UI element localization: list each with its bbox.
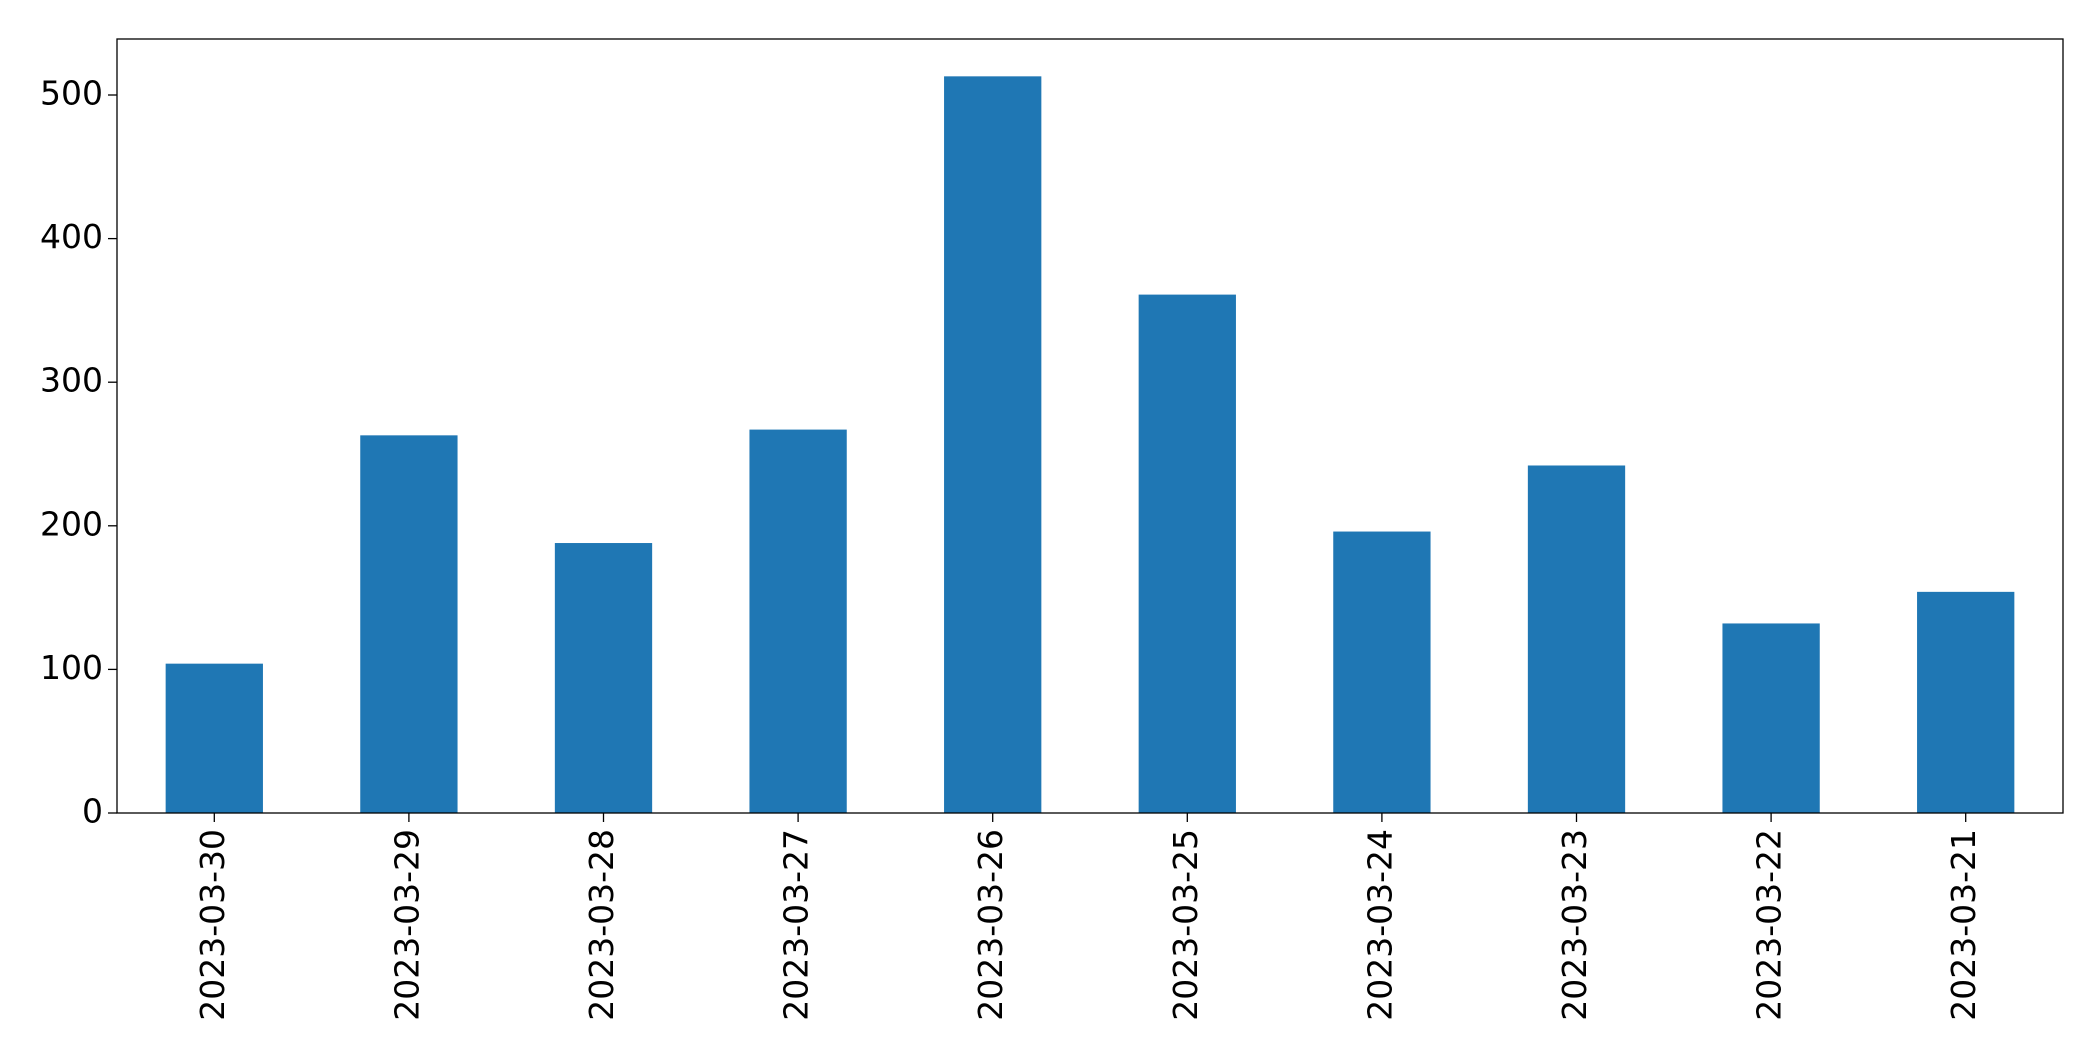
y-tick-label: 100 [40,648,103,687]
y-tick-label: 400 [40,217,103,256]
bar [1917,591,2015,813]
y-tick-label: 200 [40,504,103,543]
bar [1333,531,1431,813]
bar [360,435,458,813]
plot-frame [116,38,2064,814]
bar [944,76,1042,813]
x-tick-label: 2023-03-21 [1944,829,1983,1021]
x-tick-label: 2023-03-23 [1555,829,1594,1021]
bar [749,429,847,813]
bar [1722,623,1820,813]
x-tick-label: 2023-03-27 [777,829,816,1021]
y-tick-label: 500 [40,74,103,113]
x-tick-label: 2023-03-22 [1750,829,1789,1021]
y-tick-label: 0 [82,792,103,831]
x-tick-label: 2023-03-30 [193,829,232,1021]
y-tick-label: 300 [40,361,103,400]
bar [165,663,263,813]
x-tick-label: 2023-03-24 [1360,829,1399,1021]
bar [554,543,653,813]
x-tick-label: 2023-03-25 [1166,829,1205,1021]
x-tick-label: 2023-03-28 [582,829,621,1021]
x-tick-label: 2023-03-29 [387,829,426,1021]
bar [1527,465,1626,813]
x-tick-label: 2023-03-26 [971,829,1010,1021]
bar [1138,294,1236,813]
